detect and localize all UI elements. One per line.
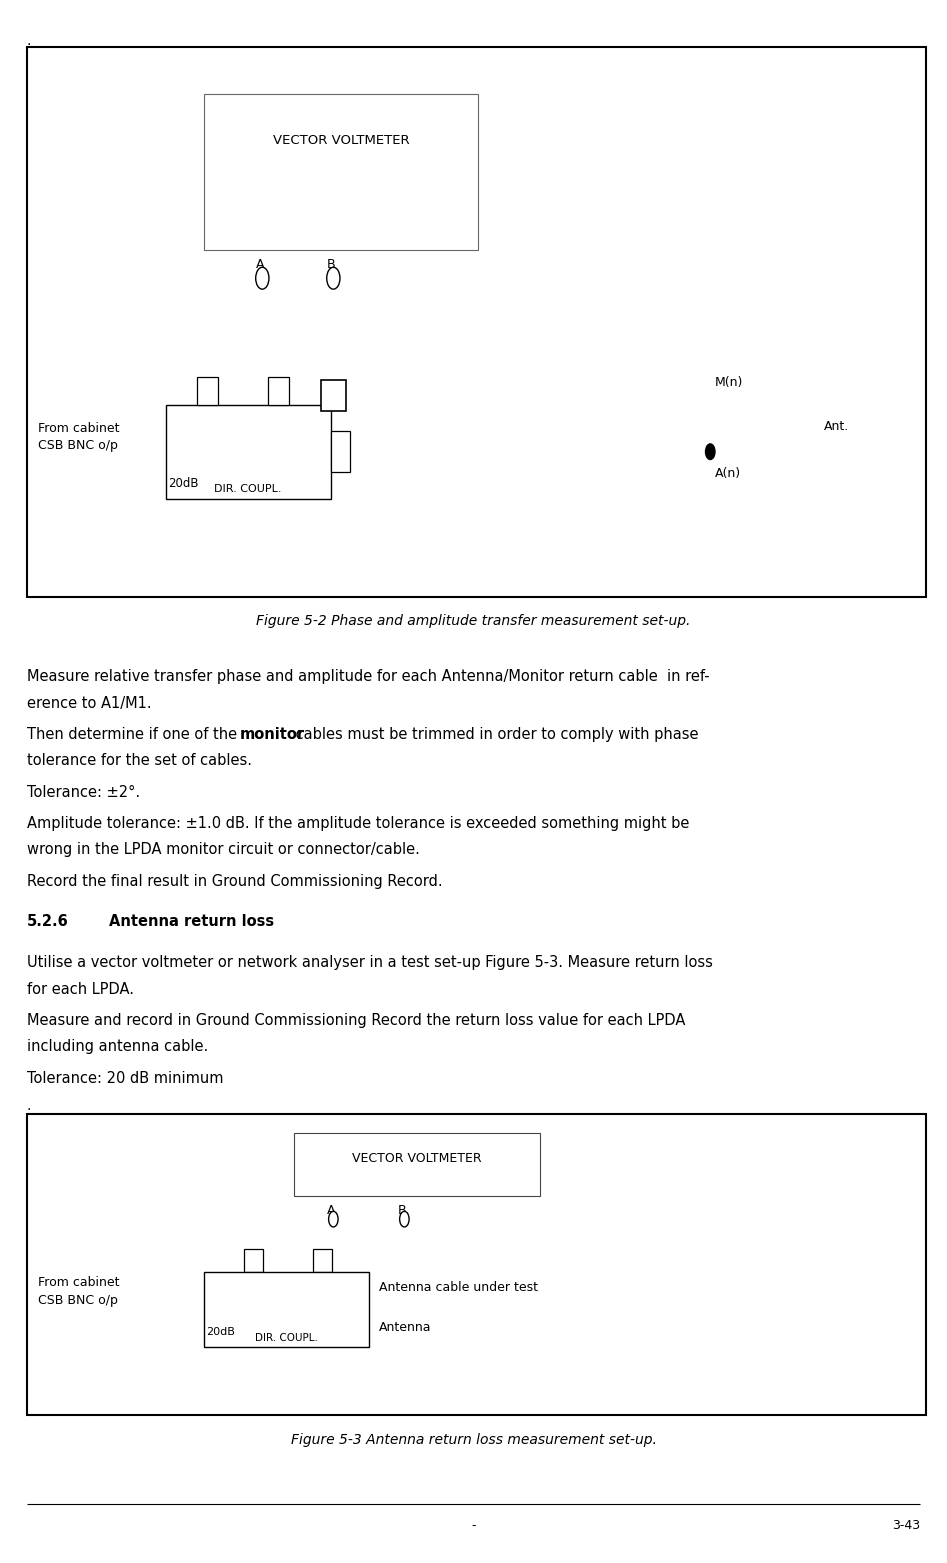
Text: VECTOR VOLTMETER: VECTOR VOLTMETER — [352, 1152, 481, 1164]
Text: Antenna: Antenna — [379, 1321, 431, 1333]
Text: 3-43: 3-43 — [892, 1519, 920, 1532]
Text: Amplitude tolerance: ±1.0 dB. If the amplitude tolerance is exceeded something m: Amplitude tolerance: ±1.0 dB. If the amp… — [27, 816, 688, 832]
Text: A(n): A(n) — [715, 467, 742, 480]
Text: cables must be trimmed in order to comply with phase: cables must be trimmed in order to compl… — [292, 727, 699, 742]
Text: .: . — [27, 34, 31, 48]
Bar — [268, 377, 289, 405]
Circle shape — [400, 1211, 409, 1227]
Bar — [27, 47, 926, 597]
Text: 5.2.6: 5.2.6 — [27, 914, 68, 930]
Circle shape — [329, 1211, 338, 1227]
Text: B: B — [327, 258, 336, 270]
Text: 20dB: 20dB — [206, 1327, 235, 1336]
Bar — [204, 1272, 369, 1347]
Text: 20dB: 20dB — [169, 477, 199, 489]
Bar — [294, 1133, 540, 1196]
Text: monitor: monitor — [241, 727, 305, 742]
Text: VECTOR VOLTMETER: VECTOR VOLTMETER — [273, 134, 409, 147]
Bar — [27, 1114, 926, 1415]
Circle shape — [256, 267, 269, 289]
Text: Tolerance: ±2°.: Tolerance: ±2°. — [27, 785, 139, 800]
Text: -: - — [472, 1519, 475, 1532]
Text: for each LPDA.: for each LPDA. — [27, 982, 134, 997]
Bar — [244, 1249, 263, 1272]
Text: Ant.: Ant. — [824, 420, 849, 433]
Text: tolerance for the set of cables.: tolerance for the set of cables. — [27, 753, 252, 769]
Bar — [331, 431, 350, 472]
Circle shape — [327, 267, 340, 289]
Text: Tolerance: 20 dB minimum: Tolerance: 20 dB minimum — [27, 1071, 223, 1086]
Text: Figure 5-2 Phase and amplitude transfer measurement set-up.: Figure 5-2 Phase and amplitude transfer … — [257, 614, 690, 628]
Text: M(n): M(n) — [715, 377, 743, 389]
Text: Antenna cable under test: Antenna cable under test — [379, 1282, 538, 1294]
Text: DIR. COUPL.: DIR. COUPL. — [255, 1333, 317, 1343]
Text: CSB BNC o/p: CSB BNC o/p — [38, 439, 117, 452]
Text: including antenna cable.: including antenna cable. — [27, 1039, 207, 1055]
Bar — [197, 377, 218, 405]
Text: B: B — [398, 1204, 407, 1216]
Text: Measure relative transfer phase and amplitude for each Antenna/Monitor return ca: Measure relative transfer phase and ampl… — [27, 669, 709, 685]
Bar — [166, 405, 331, 499]
Text: erence to A1/M1.: erence to A1/M1. — [27, 696, 152, 711]
Text: Then determine if one of the: Then determine if one of the — [27, 727, 241, 742]
Circle shape — [706, 444, 715, 460]
Bar — [321, 380, 346, 411]
Text: CSB BNC o/p: CSB BNC o/p — [38, 1294, 117, 1307]
Text: Antenna return loss: Antenna return loss — [109, 914, 274, 930]
Text: DIR. COUPL.: DIR. COUPL. — [214, 485, 282, 494]
Text: From cabinet: From cabinet — [38, 1277, 119, 1289]
Text: Measure and record in Ground Commissioning Record the return loss value for each: Measure and record in Ground Commissioni… — [27, 1013, 685, 1028]
Text: .: . — [27, 1099, 31, 1113]
Bar — [313, 1249, 332, 1272]
Text: A: A — [257, 258, 264, 270]
Text: Figure 5-3 Antenna return loss measurement set-up.: Figure 5-3 Antenna return loss measureme… — [291, 1433, 656, 1447]
Text: Utilise a vector voltmeter or network analyser in a test set-up Figure 5-3. Meas: Utilise a vector voltmeter or network an… — [27, 955, 712, 971]
Text: Record the final result in Ground Commissioning Record.: Record the final result in Ground Commis… — [27, 874, 442, 889]
Bar — [204, 94, 478, 250]
Text: From cabinet: From cabinet — [38, 422, 119, 435]
Text: A: A — [328, 1204, 335, 1216]
Text: wrong in the LPDA monitor circuit or connector/cable.: wrong in the LPDA monitor circuit or con… — [27, 842, 420, 858]
